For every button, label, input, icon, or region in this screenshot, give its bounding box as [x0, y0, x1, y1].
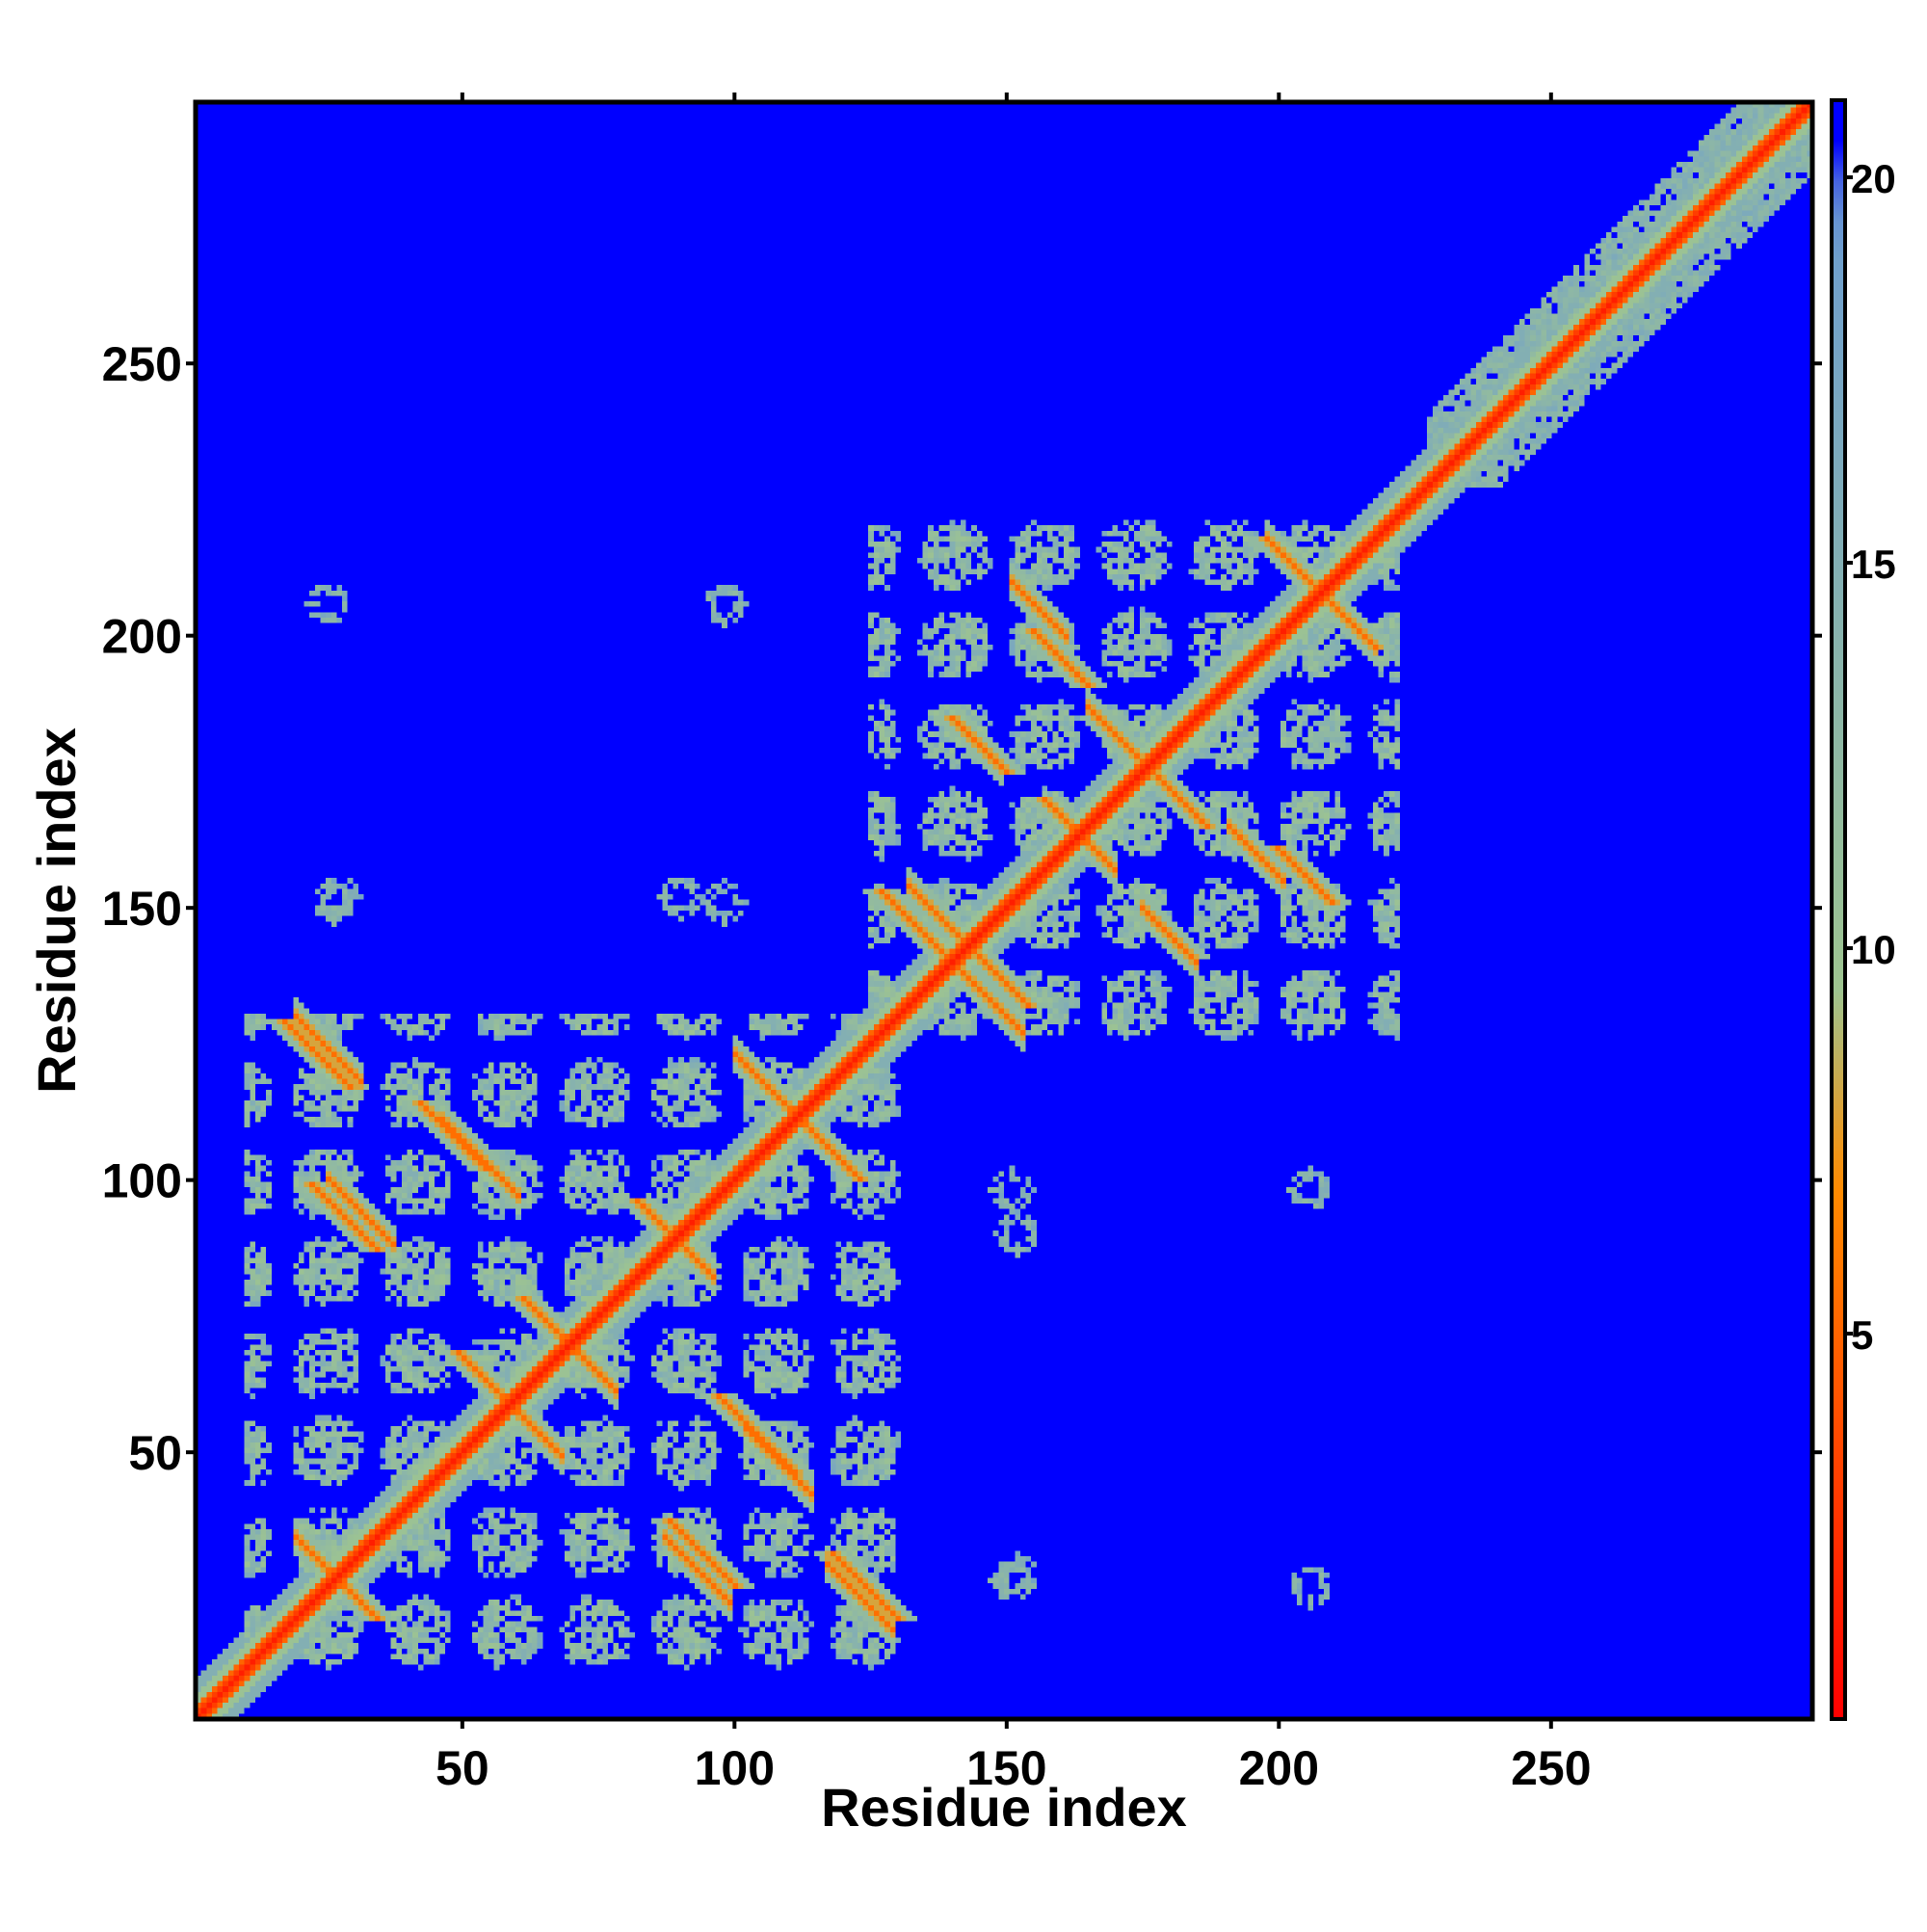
x-axis: 50 100 150 200 250	[436, 93, 1592, 1795]
colorbar-tick-label: 10	[1851, 927, 1896, 972]
plot-frame	[193, 99, 1815, 1722]
x-tick-label: 200	[1239, 1741, 1319, 1795]
y-tick-label: 100	[102, 1154, 182, 1208]
y-tick-label: 200	[102, 610, 182, 664]
colorbar-tick-label: 5	[1851, 1312, 1873, 1358]
colorbar: 5 10 15 20	[1830, 98, 1896, 1721]
y-axis-title: Residue index	[26, 728, 87, 1094]
y-tick-label: 50	[128, 1426, 182, 1480]
x-tick-label: 150	[966, 1741, 1046, 1795]
colorbar-scale	[1830, 98, 1847, 1721]
y-axis: 50 100 150 200 250	[102, 337, 1822, 1480]
colorbar-tick-label: 15	[1851, 542, 1896, 587]
x-axis-title: Residue index	[821, 1777, 1187, 1838]
colorbar-tick-label: 20	[1851, 156, 1896, 201]
heatmap-cells	[196, 102, 1812, 1719]
y-tick-label: 250	[102, 337, 182, 391]
x-tick-label: 100	[695, 1741, 775, 1795]
x-tick-label: 50	[436, 1741, 489, 1795]
heatmap-image	[196, 102, 1812, 1719]
x-tick-label: 250	[1511, 1741, 1591, 1795]
y-tick-label: 150	[102, 882, 182, 936]
